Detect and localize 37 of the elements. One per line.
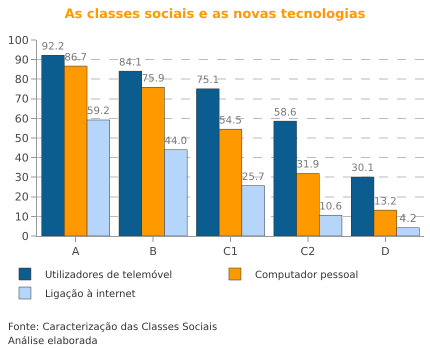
chart-title: As classes sociais e as novas tecnologias bbox=[64, 6, 366, 22]
y-tick-label: 20 bbox=[14, 190, 29, 204]
data-label: 44.0 bbox=[164, 136, 188, 147]
x-tick-label: C2 bbox=[300, 245, 316, 258]
y-tick-label: 0 bbox=[22, 230, 29, 243]
x-tick-label: B bbox=[149, 245, 157, 258]
data-label: 84.1 bbox=[119, 57, 142, 68]
data-label: 31.9 bbox=[296, 160, 320, 171]
data-label: 4.2 bbox=[399, 212, 417, 225]
data-label: 75.1 bbox=[196, 75, 220, 86]
y-tick-label: 70 bbox=[14, 92, 29, 106]
data-label: 54.5 bbox=[219, 115, 242, 126]
data-label: 92.2 bbox=[42, 42, 64, 53]
y-tick-label: 100 bbox=[8, 34, 29, 47]
y-tick-label: 60 bbox=[14, 112, 29, 126]
data-label: 58.6 bbox=[274, 107, 297, 118]
data-label: 25.7 bbox=[242, 172, 265, 183]
y-tick-label: 40 bbox=[14, 151, 29, 164]
y-tick-label: 80 bbox=[14, 73, 29, 86]
y-tick-label: 10 bbox=[14, 210, 29, 224]
text: Análise elaborada bbox=[8, 336, 98, 347]
source-note: Fonte: Caracterização das Classes Sociais bbox=[8, 322, 218, 333]
data-label: 13.2 bbox=[374, 196, 397, 208]
data-label: 59.2 bbox=[87, 106, 110, 118]
y-tick-label: 30 bbox=[14, 171, 29, 184]
data-label: 75.9 bbox=[142, 73, 164, 84]
y-tick-label: 90 bbox=[14, 53, 29, 66]
y-tick-label: 50 bbox=[14, 132, 29, 145]
data-label: 86.7 bbox=[64, 52, 88, 64]
x-tick-label: C1 bbox=[223, 245, 238, 258]
data-label: 30.1 bbox=[351, 163, 374, 174]
x-tick-label: D bbox=[381, 245, 390, 258]
legend-label: Utilizadores de telemóvel bbox=[44, 270, 172, 281]
data-label: 10.6 bbox=[319, 201, 342, 212]
legend-label: Computador pessoal bbox=[254, 270, 358, 281]
legend-label: Ligação à internet bbox=[44, 288, 136, 300]
x-tick-label: A bbox=[72, 245, 80, 258]
